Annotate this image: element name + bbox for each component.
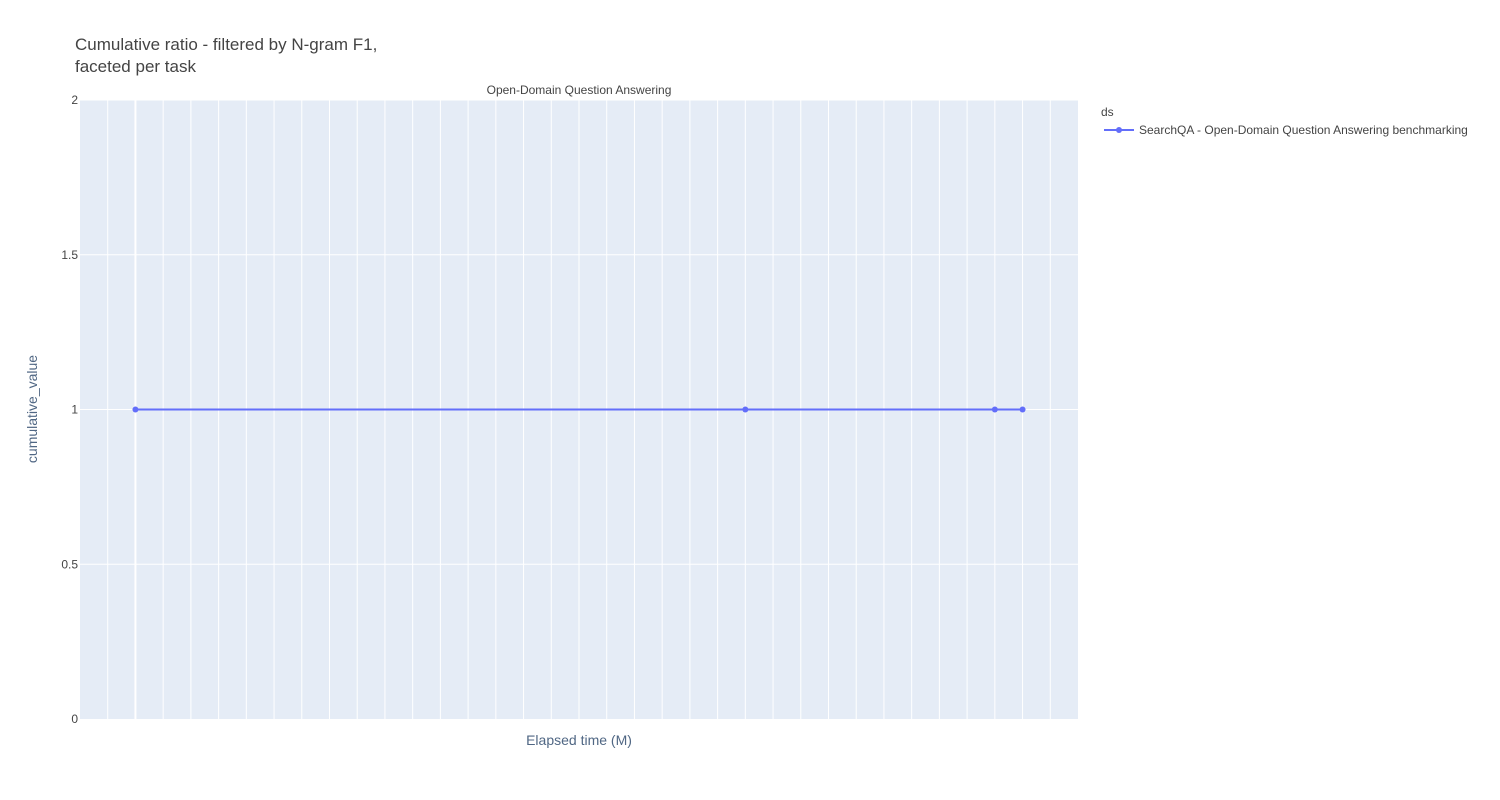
legend-title: ds [1101,105,1114,119]
facet-label: Open-Domain Question Answering [487,83,672,97]
data-point[interactable] [991,406,998,413]
y-tick-label: 2 [71,93,78,107]
data-point[interactable] [132,406,139,413]
y-axis-ticks: 0 0.5 1 1.5 2 [61,93,78,726]
data-point[interactable] [742,406,749,413]
data-point[interactable] [1019,406,1026,413]
legend[interactable]: ds SearchQA - Open-Domain Question Answe… [1101,105,1468,137]
series-layer [132,406,1026,413]
legend-item-label: SearchQA - Open-Domain Question Answerin… [1139,123,1468,137]
y-axis-title: cumulative_value [24,355,40,463]
y-tick-label: 1 [71,403,78,417]
chart-title-line1: Cumulative ratio - filtered by N-gram F1… [75,35,377,54]
legend-point-marker [1116,127,1122,133]
y-tick-label: 0.5 [61,557,78,571]
chart-title-line2: faceted per task [75,57,196,76]
y-tick-label: 1.5 [61,248,78,262]
y-tick-label: 0 [71,712,78,726]
x-axis-title: Elapsed time (M) [526,732,632,748]
